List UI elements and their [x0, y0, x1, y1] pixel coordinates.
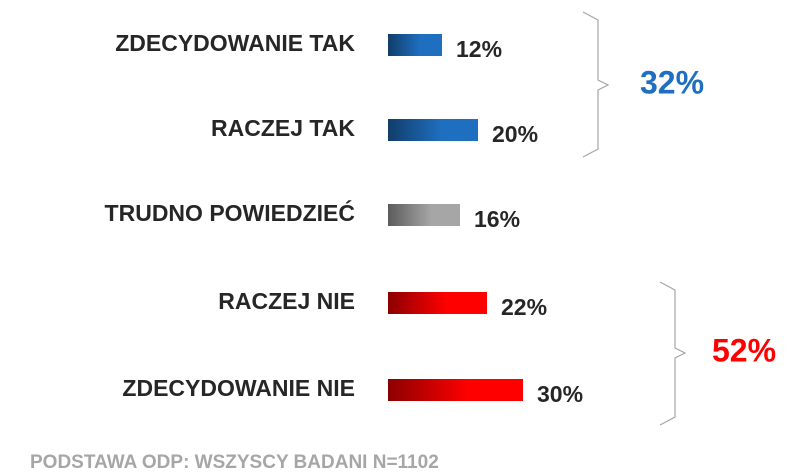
value-label: 22%: [501, 294, 547, 320]
bar-shade: [388, 204, 460, 226]
footnote: PODSTAWA ODP: WSZYSCY BADANI N=1102: [30, 452, 439, 473]
bar-shade: [388, 119, 478, 141]
value-label: 30%: [537, 381, 583, 407]
value-label: 12%: [456, 36, 502, 62]
bracket: [582, 11, 610, 158]
group-total: 52%: [712, 332, 776, 368]
bar-shade: [388, 34, 442, 56]
category-label: RACZEJ TAK: [211, 115, 355, 141]
category-label: ZDECYDOWANIE NIE: [122, 375, 355, 401]
category-label: ZDECYDOWANIE TAK: [115, 30, 355, 56]
bracket: [659, 281, 687, 426]
value-label: 16%: [474, 206, 520, 232]
value-label: 20%: [492, 121, 538, 147]
category-label: TRUDNO POWIEDZIEĆ: [105, 199, 355, 226]
category-label: RACZEJ NIE: [218, 288, 355, 314]
group-total: 32%: [640, 64, 704, 100]
bar-shade: [388, 379, 523, 401]
bar-shade: [388, 292, 487, 314]
